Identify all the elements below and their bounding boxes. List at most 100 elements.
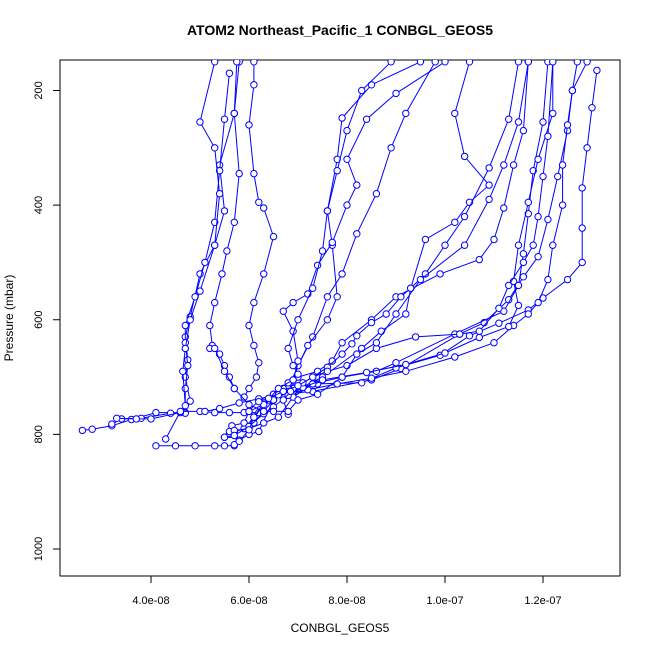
x-tick-label: 8.0e-08 <box>328 595 365 607</box>
data-point <box>294 396 302 404</box>
data-point <box>358 86 366 95</box>
data-point <box>233 60 241 66</box>
data-point <box>343 155 351 164</box>
data-point <box>367 318 376 327</box>
data-point <box>250 341 258 350</box>
y-tick-label: 400 <box>33 196 45 214</box>
data-point <box>441 241 449 249</box>
data-point <box>568 86 577 95</box>
x-tick-label: 4.0e-08 <box>132 595 169 607</box>
y-tick-label: 1000 <box>33 537 45 561</box>
data-point <box>583 60 591 66</box>
data-point <box>309 373 317 381</box>
data-point <box>235 399 243 407</box>
data-point <box>387 60 395 66</box>
data-point <box>411 333 420 341</box>
data-point <box>333 167 341 175</box>
plot-frame <box>59 59 621 577</box>
data-point <box>465 60 474 66</box>
data-point <box>196 118 204 126</box>
data-point <box>505 115 513 123</box>
data-point <box>181 344 190 353</box>
data-point <box>162 435 170 443</box>
x-tick-label: 1.0e-07 <box>426 595 463 607</box>
data-point <box>554 172 562 181</box>
data-point <box>362 368 371 377</box>
y-axis: 200 400 600 800 1000 <box>33 81 60 561</box>
data-point <box>250 413 258 421</box>
data-point <box>372 190 381 198</box>
data-point <box>264 394 273 402</box>
series-12 <box>245 60 425 416</box>
data-point <box>108 420 116 428</box>
data-point <box>309 333 317 341</box>
data-point <box>181 402 190 410</box>
data-point <box>563 121 572 129</box>
data-point <box>240 419 248 427</box>
data-point <box>475 327 483 335</box>
data-point <box>294 316 302 324</box>
data-point <box>269 407 278 416</box>
data-point <box>558 161 567 169</box>
data-point <box>338 350 346 358</box>
data-point <box>348 340 356 348</box>
data-point <box>245 426 253 434</box>
data-point <box>152 442 160 450</box>
data-point <box>171 442 180 450</box>
data-point <box>215 167 224 175</box>
data-point <box>220 442 229 450</box>
data-point <box>524 198 532 207</box>
x-tick-label: 6.0e-08 <box>230 595 267 607</box>
data-point <box>260 419 268 427</box>
data-point <box>490 235 498 244</box>
data-point <box>323 316 332 324</box>
data-point <box>269 232 278 241</box>
data-point <box>544 275 552 284</box>
data-point <box>549 109 557 118</box>
data-point <box>402 360 410 369</box>
data-point <box>206 321 214 330</box>
data-point <box>284 344 292 353</box>
y-tick-label: 200 <box>33 81 45 99</box>
data-point <box>240 393 248 401</box>
data-point <box>218 270 226 278</box>
data-point <box>549 241 557 249</box>
data-point <box>250 298 258 307</box>
data-point <box>436 270 444 278</box>
data-point <box>495 319 503 327</box>
data-point <box>358 344 366 353</box>
data-point <box>514 281 523 290</box>
data-point <box>392 89 400 98</box>
data-point <box>230 109 239 118</box>
data-point <box>490 339 498 347</box>
data-point <box>558 201 567 209</box>
data-point <box>500 161 508 169</box>
data-point <box>509 161 518 169</box>
data-point <box>519 126 528 135</box>
data-point <box>495 304 503 312</box>
data-point <box>176 407 185 416</box>
data-point <box>519 273 528 281</box>
data-point <box>255 398 263 406</box>
data-point <box>441 60 449 66</box>
data-point <box>215 404 224 413</box>
data-point <box>260 204 268 212</box>
data-point <box>328 357 336 365</box>
data-point <box>578 184 586 192</box>
data-point <box>441 349 449 357</box>
data-point <box>184 361 192 370</box>
data-point <box>514 118 523 126</box>
data-point <box>514 60 523 66</box>
data-point <box>245 384 253 393</box>
data-point <box>382 310 390 318</box>
data-point <box>279 387 287 396</box>
data-point <box>274 413 283 421</box>
data-point <box>225 69 234 78</box>
data-point <box>186 316 194 324</box>
data-point <box>181 321 190 330</box>
data-point <box>377 327 385 335</box>
data-point <box>220 367 229 375</box>
data-point <box>220 207 229 215</box>
series-line <box>165 61 578 440</box>
